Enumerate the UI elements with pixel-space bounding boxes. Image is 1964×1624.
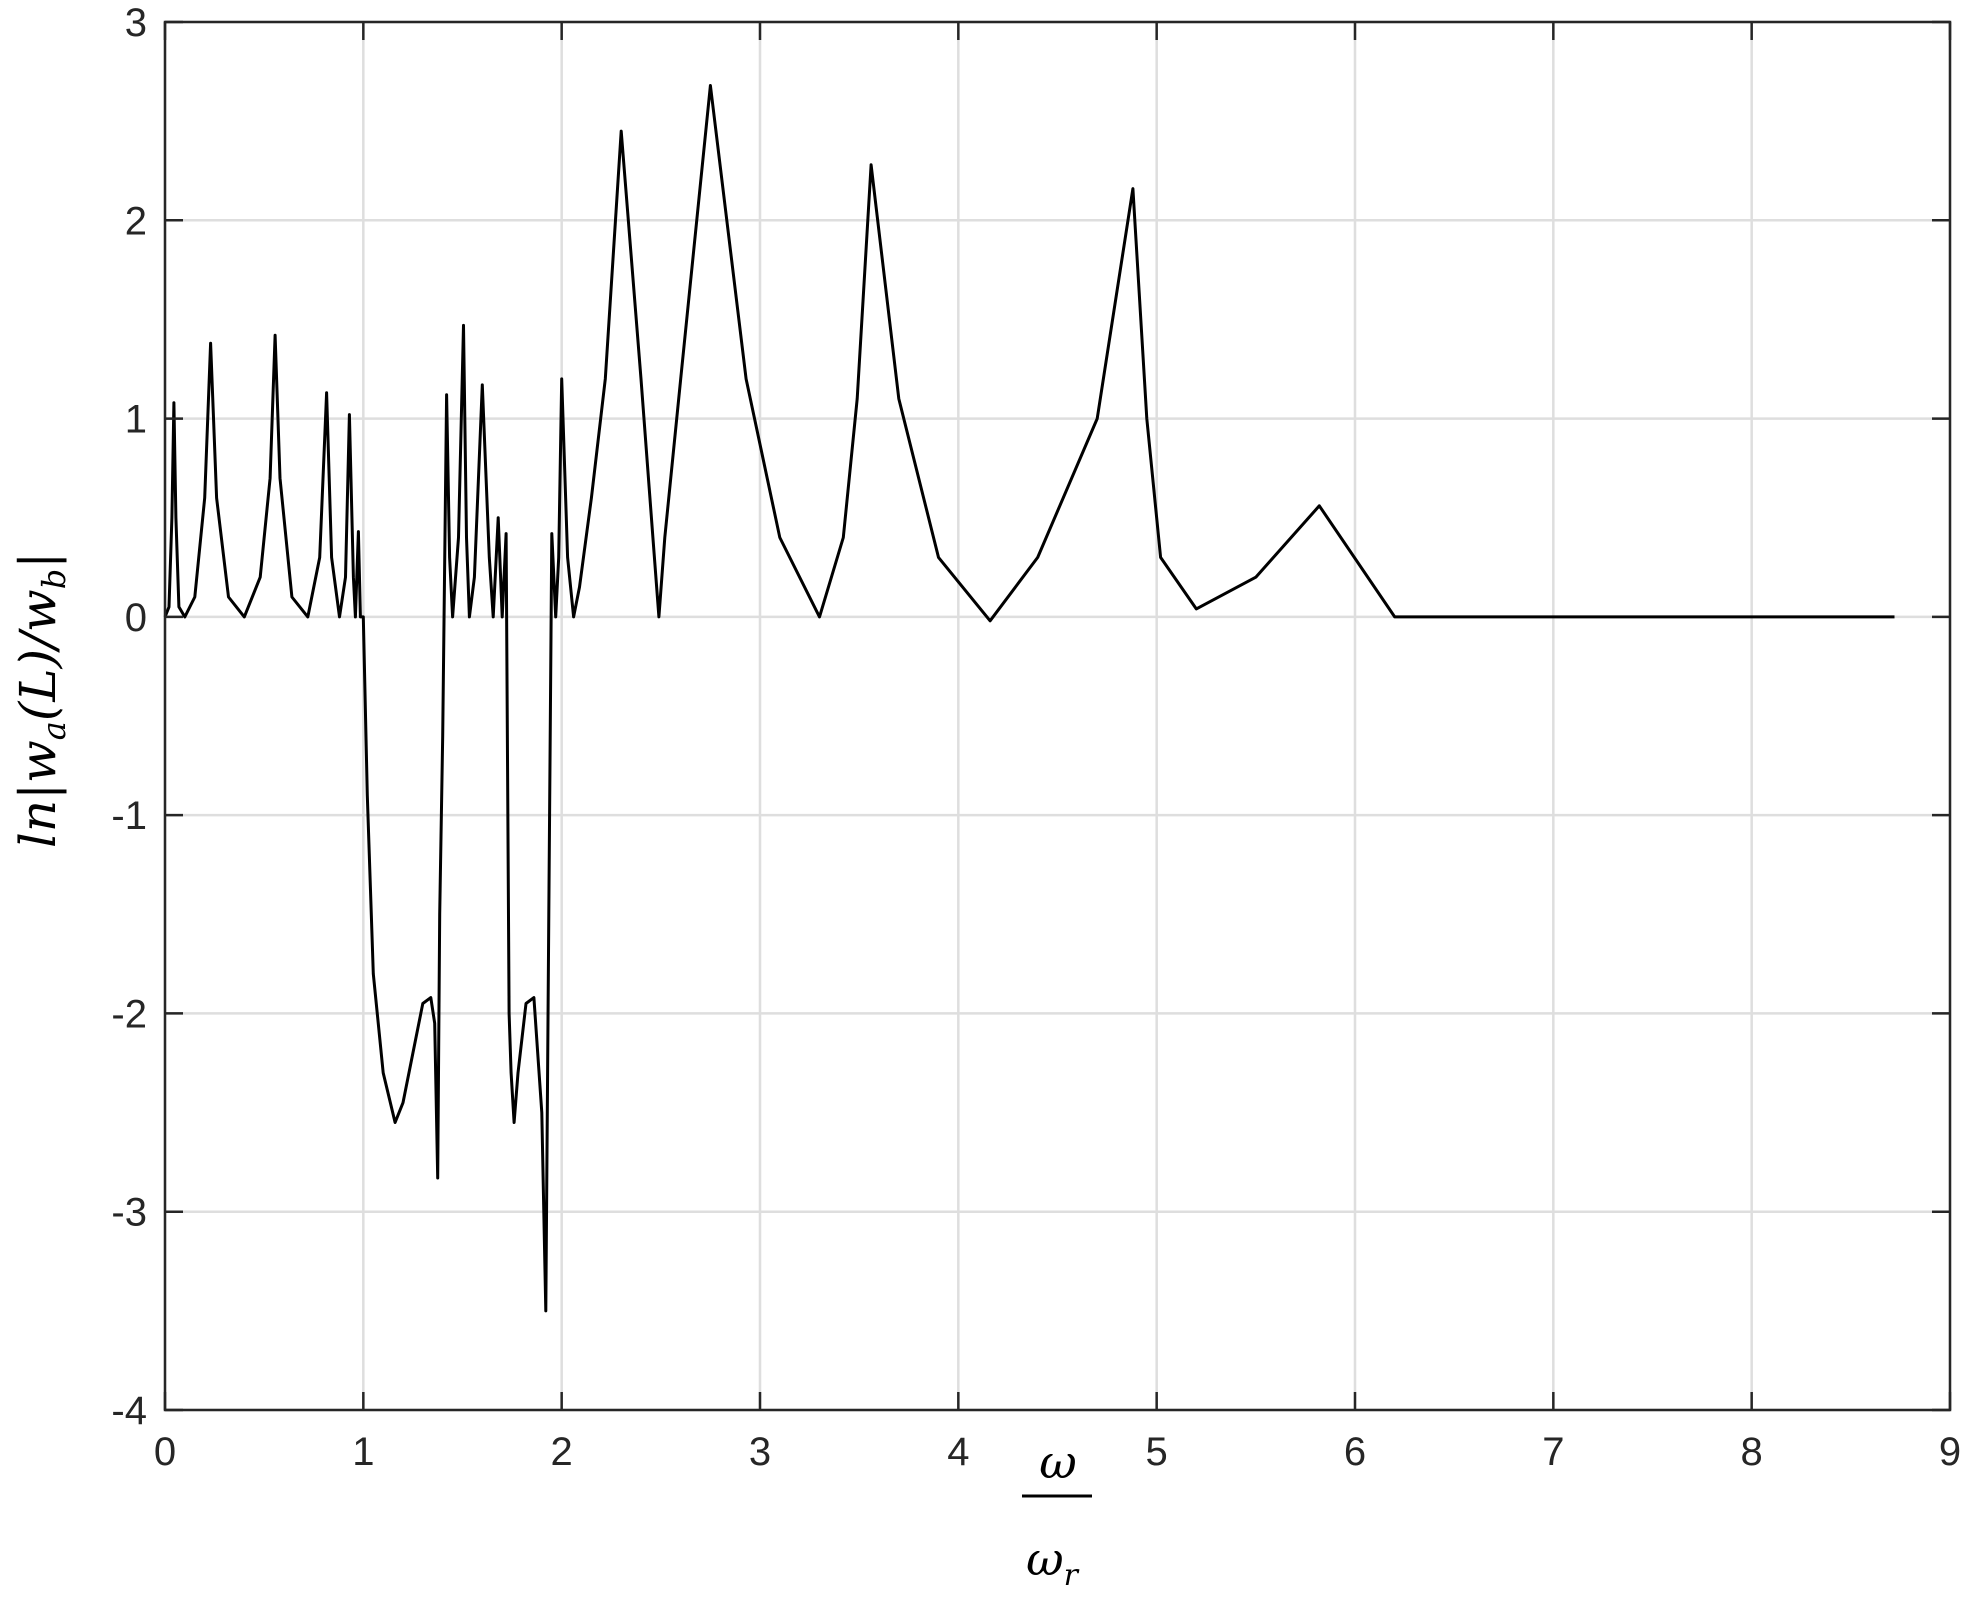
series-line	[163, 84, 1895, 1313]
y-axis-label: ln|wa(L)/wb|	[9, 552, 73, 848]
y-tick-label: 3	[125, 1, 147, 45]
x-label-denominator: ωr	[1026, 1532, 1080, 1593]
y-tick-label: -1	[111, 794, 147, 838]
x-tick-label: 7	[1542, 1430, 1564, 1474]
y-ticks: -4 -3 -2 -1 0 1 2 3	[111, 1, 1950, 1433]
x-tick-label: 5	[1146, 1430, 1168, 1474]
x-tick-label: 9	[1939, 1430, 1961, 1474]
y-tick-label: -2	[111, 992, 147, 1036]
x-tick-label: 4	[947, 1430, 969, 1474]
plot-frame	[163, 20, 1952, 1412]
y-tick-label: 1	[125, 398, 147, 442]
y-tick-label: 2	[125, 199, 147, 243]
y-label-text: ln|wa(L)/wb|	[9, 552, 73, 848]
x-tick-label: 3	[749, 1430, 771, 1474]
y-tick-label: -3	[111, 1191, 147, 1235]
x-tick-label: 1	[352, 1430, 374, 1474]
x-tick-label: 2	[551, 1430, 573, 1474]
x-axis-label: ω ωr	[1022, 1435, 1092, 1593]
x-ticks: 0 1 2 3 4 5 6 7 8 9	[154, 22, 1961, 1474]
y-tick-label: -4	[111, 1389, 147, 1433]
x-tick-label: 0	[154, 1430, 176, 1474]
x-tick-label: 8	[1741, 1430, 1763, 1474]
x-tick-label: 6	[1344, 1430, 1366, 1474]
x-label-numerator: ω	[1039, 1435, 1077, 1489]
y-tick-label: 0	[125, 596, 147, 640]
